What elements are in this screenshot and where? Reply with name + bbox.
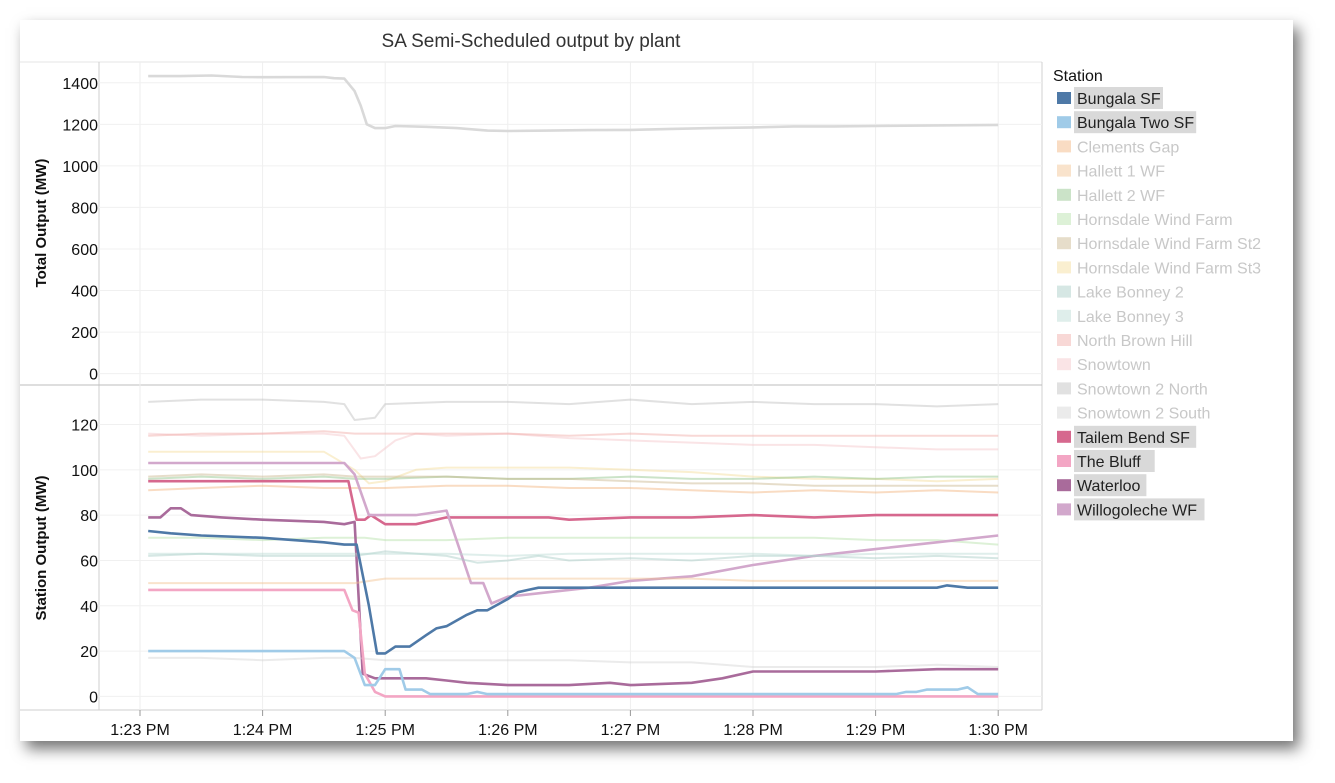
series-line-hallett-1-wf [148, 577, 999, 585]
legend-label-lake-bonney-2: Lake Bonney 2 [1077, 285, 1184, 302]
legend-highlight [1074, 474, 1147, 497]
x-tick-label: 1:30 PM [968, 722, 1028, 739]
y-tick-label: 60 [80, 553, 98, 570]
y-tick-label: 1400 [62, 76, 98, 93]
legend-swatch-north-brown-hill [1057, 334, 1071, 346]
series-line-willogoleche-wf [148, 461, 999, 605]
legend-label-snowtown-2-north: Snowtown 2 North [1077, 381, 1208, 398]
legend-swatch-hornsdale-wind-farm [1057, 213, 1071, 225]
legend-label-hallett-1-wf: Hallett 1 WF [1077, 164, 1165, 181]
series-line-bungala-sf [148, 529, 999, 655]
legend-swatch-bungala-two-sf [1057, 116, 1071, 129]
y-tick-label: 100 [71, 463, 98, 480]
legend-swatch-tailem-bend-sf [1057, 430, 1071, 443]
legend-swatch-hallett-1-wf [1057, 164, 1071, 177]
series-line-hornsdale-wind-farm-st2 [148, 473, 999, 487]
legend-label-north-brown-hill: North Brown Hill [1077, 333, 1193, 350]
chart-frame: SA Semi-Scheduled output by plant 1:23 P… [20, 20, 1293, 741]
y-tick-label: 1000 [62, 159, 98, 176]
series-line-waterloo [148, 507, 999, 687]
series-line-tailem-bend-sf [148, 479, 999, 526]
series-line-bungala-two-sf [148, 649, 999, 696]
legend-swatch-snowtown-2-north [1057, 382, 1071, 395]
legend-swatch-the-bluff [1057, 455, 1071, 467]
series-line-total-output [148, 74, 999, 133]
legend-swatch-bungala-sf [1057, 92, 1071, 104]
legend-swatch-lake-bonney-3 [1057, 309, 1071, 322]
legend-label-hornsdale-wind-farm-st3: Hornsdale Wind Farm St3 [1077, 260, 1261, 277]
series-line-lake-bonney-2 [148, 550, 999, 564]
legend-highlight [1074, 498, 1205, 521]
y-axis-title-total: Total Output (MW) [33, 159, 50, 288]
legend-highlight [1074, 425, 1197, 448]
series-line-the-bluff [148, 588, 999, 698]
plot-area: 1:23 PM 1:24 PM 1:25 PM 1:26 PM 1:27 PM 1:28 … [20, 61, 1043, 739]
series-line-north-brown-hill [148, 430, 999, 437]
legend-swatch-snowtown [1057, 358, 1071, 371]
y-tick-label: 20 [80, 644, 98, 661]
y-tick-label: 800 [71, 200, 98, 217]
x-tick-label: 1:28 PM [723, 722, 783, 739]
y-tick-label: 120 [71, 418, 98, 435]
legend-label-hornsdale-wind-farm: Hornsdale Wind Farm [1077, 212, 1233, 229]
legend-label-snowtown-2-south: Snowtown 2 South [1077, 406, 1210, 423]
legend-highlight [1074, 87, 1163, 109]
y-tick-label: 40 [80, 599, 98, 616]
y-tick-label: 200 [71, 325, 98, 342]
legend-label-bungala-sf: Bungala SF [1077, 91, 1161, 108]
chart-title: SA Semi-Scheduled output by plant [382, 31, 682, 52]
legend-swatch-snowtown-2-south [1057, 406, 1071, 419]
legend-label-bungala-two-sf: Bungala Two SF [1077, 115, 1194, 132]
legend-label-waterloo: Waterloo [1077, 478, 1141, 495]
legend-label-clements-gap: Clements Gap [1077, 139, 1179, 156]
y-tick-label: 400 [71, 284, 98, 301]
legend-swatch-waterloo [1057, 479, 1071, 492]
legend-label-tailem-bend-sf: Tailem Bend SF [1077, 430, 1190, 447]
y-tick-label: 1200 [62, 117, 98, 134]
series-line-clements-gap [148, 484, 999, 494]
y-tick-label: 0 [89, 689, 98, 706]
x-tick-label: 1:25 PM [355, 722, 415, 739]
legend-label-the-bluff: The Bluff [1077, 454, 1141, 471]
legend-label-willogoleche-wf: Willogoleche WF [1077, 502, 1197, 519]
legend-swatch-lake-bonney-2 [1057, 285, 1071, 298]
legend-highlight [1074, 450, 1155, 472]
legend-swatch-hornsdale-wind-farm-st3 [1057, 261, 1071, 274]
y-axis-title-station: Station Output (MW) [33, 476, 50, 621]
legend-swatch-willogoleche-wf [1057, 503, 1071, 516]
x-tick-label: 1:24 PM [233, 722, 293, 739]
legend-label-hornsdale-wind-farm-st2: Hornsdale Wind Farm St2 [1077, 236, 1261, 253]
x-tick-label: 1:29 PM [846, 722, 906, 739]
x-tick-label: 1:26 PM [478, 722, 538, 739]
series-line-hornsdale-wind-farm-st3 [148, 450, 999, 485]
y-tick-label: 80 [80, 508, 98, 525]
series-line-snowtown-2-north [148, 398, 999, 421]
series-line-hallett-2-wf [148, 475, 999, 480]
legend-label-snowtown: Snowtown [1077, 357, 1151, 374]
legend-label-hallett-2-wf: Hallett 2 WF [1077, 188, 1165, 205]
chart-svg: SA Semi-Scheduled output by plant 1:23 P… [20, 31, 1261, 739]
legend: Station Bungala SF Bungala Two SF Clements… [1053, 68, 1261, 521]
x-tick-label: 1:23 PM [110, 722, 170, 739]
series-line-snowtown-2-south [148, 656, 999, 668]
legend-label-lake-bonney-3: Lake Bonney 3 [1077, 309, 1184, 326]
y-tick-label: 0 [89, 367, 98, 384]
legend-swatch-hornsdale-wind-farm-st2 [1057, 237, 1071, 250]
series-line-lake-bonney-3 [148, 552, 999, 557]
series-line-snowtown [148, 432, 999, 460]
legend-swatch-hallett-2-wf [1057, 188, 1071, 201]
legend-title: Station [1053, 68, 1103, 85]
y-tick-label: 600 [71, 242, 98, 259]
legend-swatch-clements-gap [1057, 140, 1071, 153]
legend-highlight [1074, 111, 1197, 134]
x-tick-label: 1:27 PM [601, 722, 661, 739]
